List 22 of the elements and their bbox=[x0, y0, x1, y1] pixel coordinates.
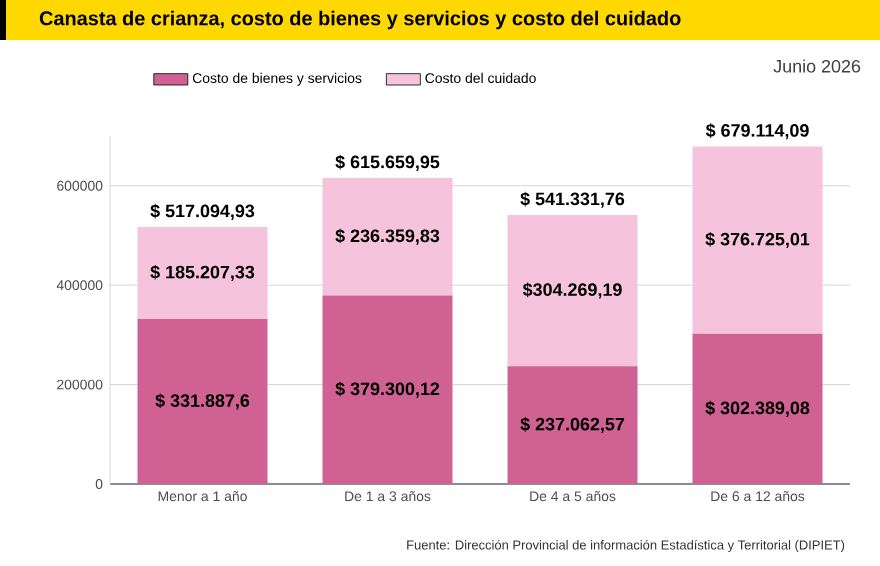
bar bbox=[507, 366, 638, 484]
bar bbox=[692, 146, 823, 334]
total-label: $ 679.114,09 bbox=[705, 123, 809, 140]
data-label: $ 302.389,08 bbox=[705, 400, 810, 417]
bar bbox=[507, 214, 638, 367]
bar bbox=[692, 333, 823, 484]
bar bbox=[322, 177, 453, 296]
chart-title: Canasta de crianza, costo de bienes y servicios y costo del cuidado bbox=[39, 10, 681, 30]
data-label: $304.269,19 bbox=[522, 282, 622, 299]
data-label: $ 376.725,01 bbox=[705, 231, 810, 249]
data-label: $ 236.359,83 bbox=[335, 228, 440, 245]
bar bbox=[137, 226, 268, 320]
chart-subtitle: Junio 2026 bbox=[773, 59, 861, 73]
data-label: $ 331.887,6 bbox=[155, 393, 250, 410]
data-label: $ 185.207,33 bbox=[150, 264, 255, 282]
bar bbox=[137, 319, 268, 484]
data-label: $ 379.300,12 bbox=[335, 381, 440, 398]
total-label: $ 541.331,76 bbox=[520, 191, 625, 208]
bar bbox=[322, 295, 453, 484]
total-label: $ 615.659,95 bbox=[335, 154, 440, 171]
data-label: $ 237.062,57 bbox=[520, 417, 625, 434]
total-label: $ 517.094,93 bbox=[150, 203, 255, 220]
